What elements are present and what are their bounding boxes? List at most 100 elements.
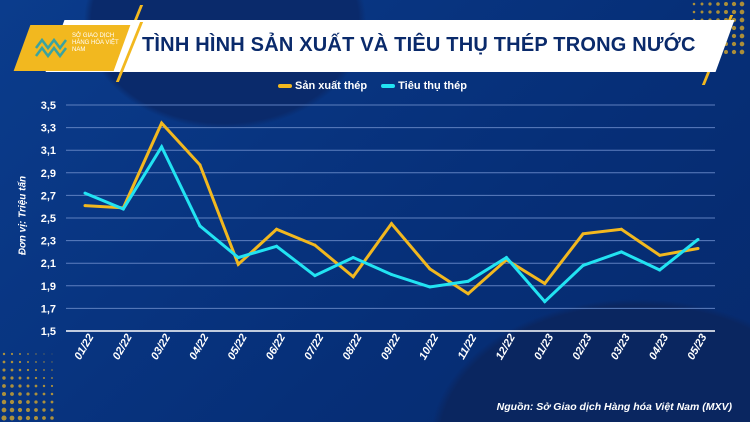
data-point — [466, 292, 470, 296]
chart-title: TÌNH HÌNH SẢN XUẤT VÀ TIÊU THỤ THÉP TRON… — [142, 34, 696, 56]
y-tick-label: 2,9 — [41, 168, 56, 180]
x-tick-label: 10/22 — [417, 332, 441, 362]
dot — [1, 407, 7, 413]
dot — [18, 400, 22, 404]
data-point — [160, 145, 164, 149]
dot — [739, 1, 745, 7]
data-point — [390, 222, 393, 226]
dot — [10, 392, 14, 396]
dot — [34, 384, 38, 388]
dot — [26, 384, 30, 388]
y-tick-label: 2,1 — [41, 258, 56, 270]
x-tick-label: 04/22 — [187, 332, 211, 362]
dot — [42, 376, 46, 380]
y-tick-label: 1,7 — [41, 303, 56, 315]
data-point — [198, 224, 202, 228]
dot — [18, 368, 22, 372]
dot — [2, 352, 6, 356]
dot — [43, 361, 45, 363]
legend-item-production: Sản xuất thép — [278, 80, 367, 92]
x-tick-label: 12/22 — [494, 332, 518, 362]
dot — [50, 408, 54, 412]
x-tick-label: 09/22 — [379, 332, 403, 362]
legend-swatch — [278, 84, 292, 89]
dot — [17, 415, 23, 421]
dot — [26, 392, 30, 396]
x-tick-label: 03/23 — [609, 332, 633, 362]
dot — [42, 392, 46, 396]
dot — [708, 2, 712, 6]
data-point — [313, 243, 317, 247]
dot — [2, 384, 6, 388]
dot — [51, 377, 53, 379]
y-tick-label: 2,3 — [41, 236, 56, 248]
dot — [27, 353, 29, 355]
dot — [2, 376, 6, 380]
legend-swatch — [381, 84, 396, 89]
dot — [17, 407, 23, 413]
dot — [724, 10, 728, 14]
dot — [731, 1, 737, 7]
data-point — [619, 227, 623, 231]
dot — [43, 353, 45, 355]
dot — [10, 368, 14, 372]
dot — [716, 10, 720, 14]
y-tick-label: 3,3 — [41, 123, 56, 135]
data-point — [236, 262, 240, 266]
data-point — [543, 300, 547, 304]
legend-label: Sản xuất thép — [295, 80, 368, 92]
series-line-production — [84, 120, 699, 296]
dot — [2, 360, 6, 364]
dot — [50, 392, 54, 396]
data-point — [619, 250, 623, 254]
data-point — [121, 207, 125, 211]
dot — [26, 368, 30, 372]
dot — [692, 10, 696, 14]
dot — [724, 50, 728, 54]
data-point — [275, 227, 279, 231]
data-point — [351, 275, 355, 279]
dot — [731, 41, 737, 47]
dot — [1, 415, 7, 421]
data-point — [543, 282, 547, 286]
dot — [34, 400, 38, 404]
data-point — [83, 204, 87, 208]
y-tick-label: 2,7 — [41, 190, 56, 202]
x-tick-label: 05/22 — [226, 332, 250, 362]
data-point — [390, 273, 393, 276]
data-point — [313, 274, 317, 278]
dot — [18, 392, 22, 396]
x-tick-label: 04/23 — [647, 332, 671, 362]
dot — [9, 399, 15, 405]
dot — [34, 376, 38, 380]
dot — [739, 49, 745, 55]
dot — [34, 368, 38, 372]
data-point — [428, 285, 432, 289]
data-point — [504, 256, 508, 260]
dot — [50, 400, 54, 404]
dot — [42, 408, 46, 412]
x-tick-label: 02/23 — [570, 332, 594, 362]
y-tick-label: 1,5 — [41, 326, 56, 338]
dot — [700, 2, 704, 6]
dot — [18, 360, 22, 364]
dot — [692, 2, 696, 6]
dot — [50, 384, 54, 388]
data-point — [83, 191, 87, 195]
data-point — [696, 237, 700, 241]
dot — [25, 415, 31, 421]
x-tick-label: 05/23 — [685, 332, 709, 362]
dot — [731, 25, 737, 31]
dot — [9, 415, 15, 421]
dot — [35, 353, 37, 355]
y-tick-label: 2,5 — [41, 213, 56, 225]
x-tick-label: 03/22 — [149, 332, 173, 362]
legend-item-consumption: Tiêu thụ thép — [381, 80, 467, 92]
dot — [2, 368, 6, 372]
data-point — [236, 256, 240, 260]
legend-label: Tiêu thụ thép — [398, 80, 467, 92]
x-tick-label: 07/22 — [302, 332, 326, 362]
data-point — [696, 247, 700, 251]
data-point — [658, 253, 662, 257]
